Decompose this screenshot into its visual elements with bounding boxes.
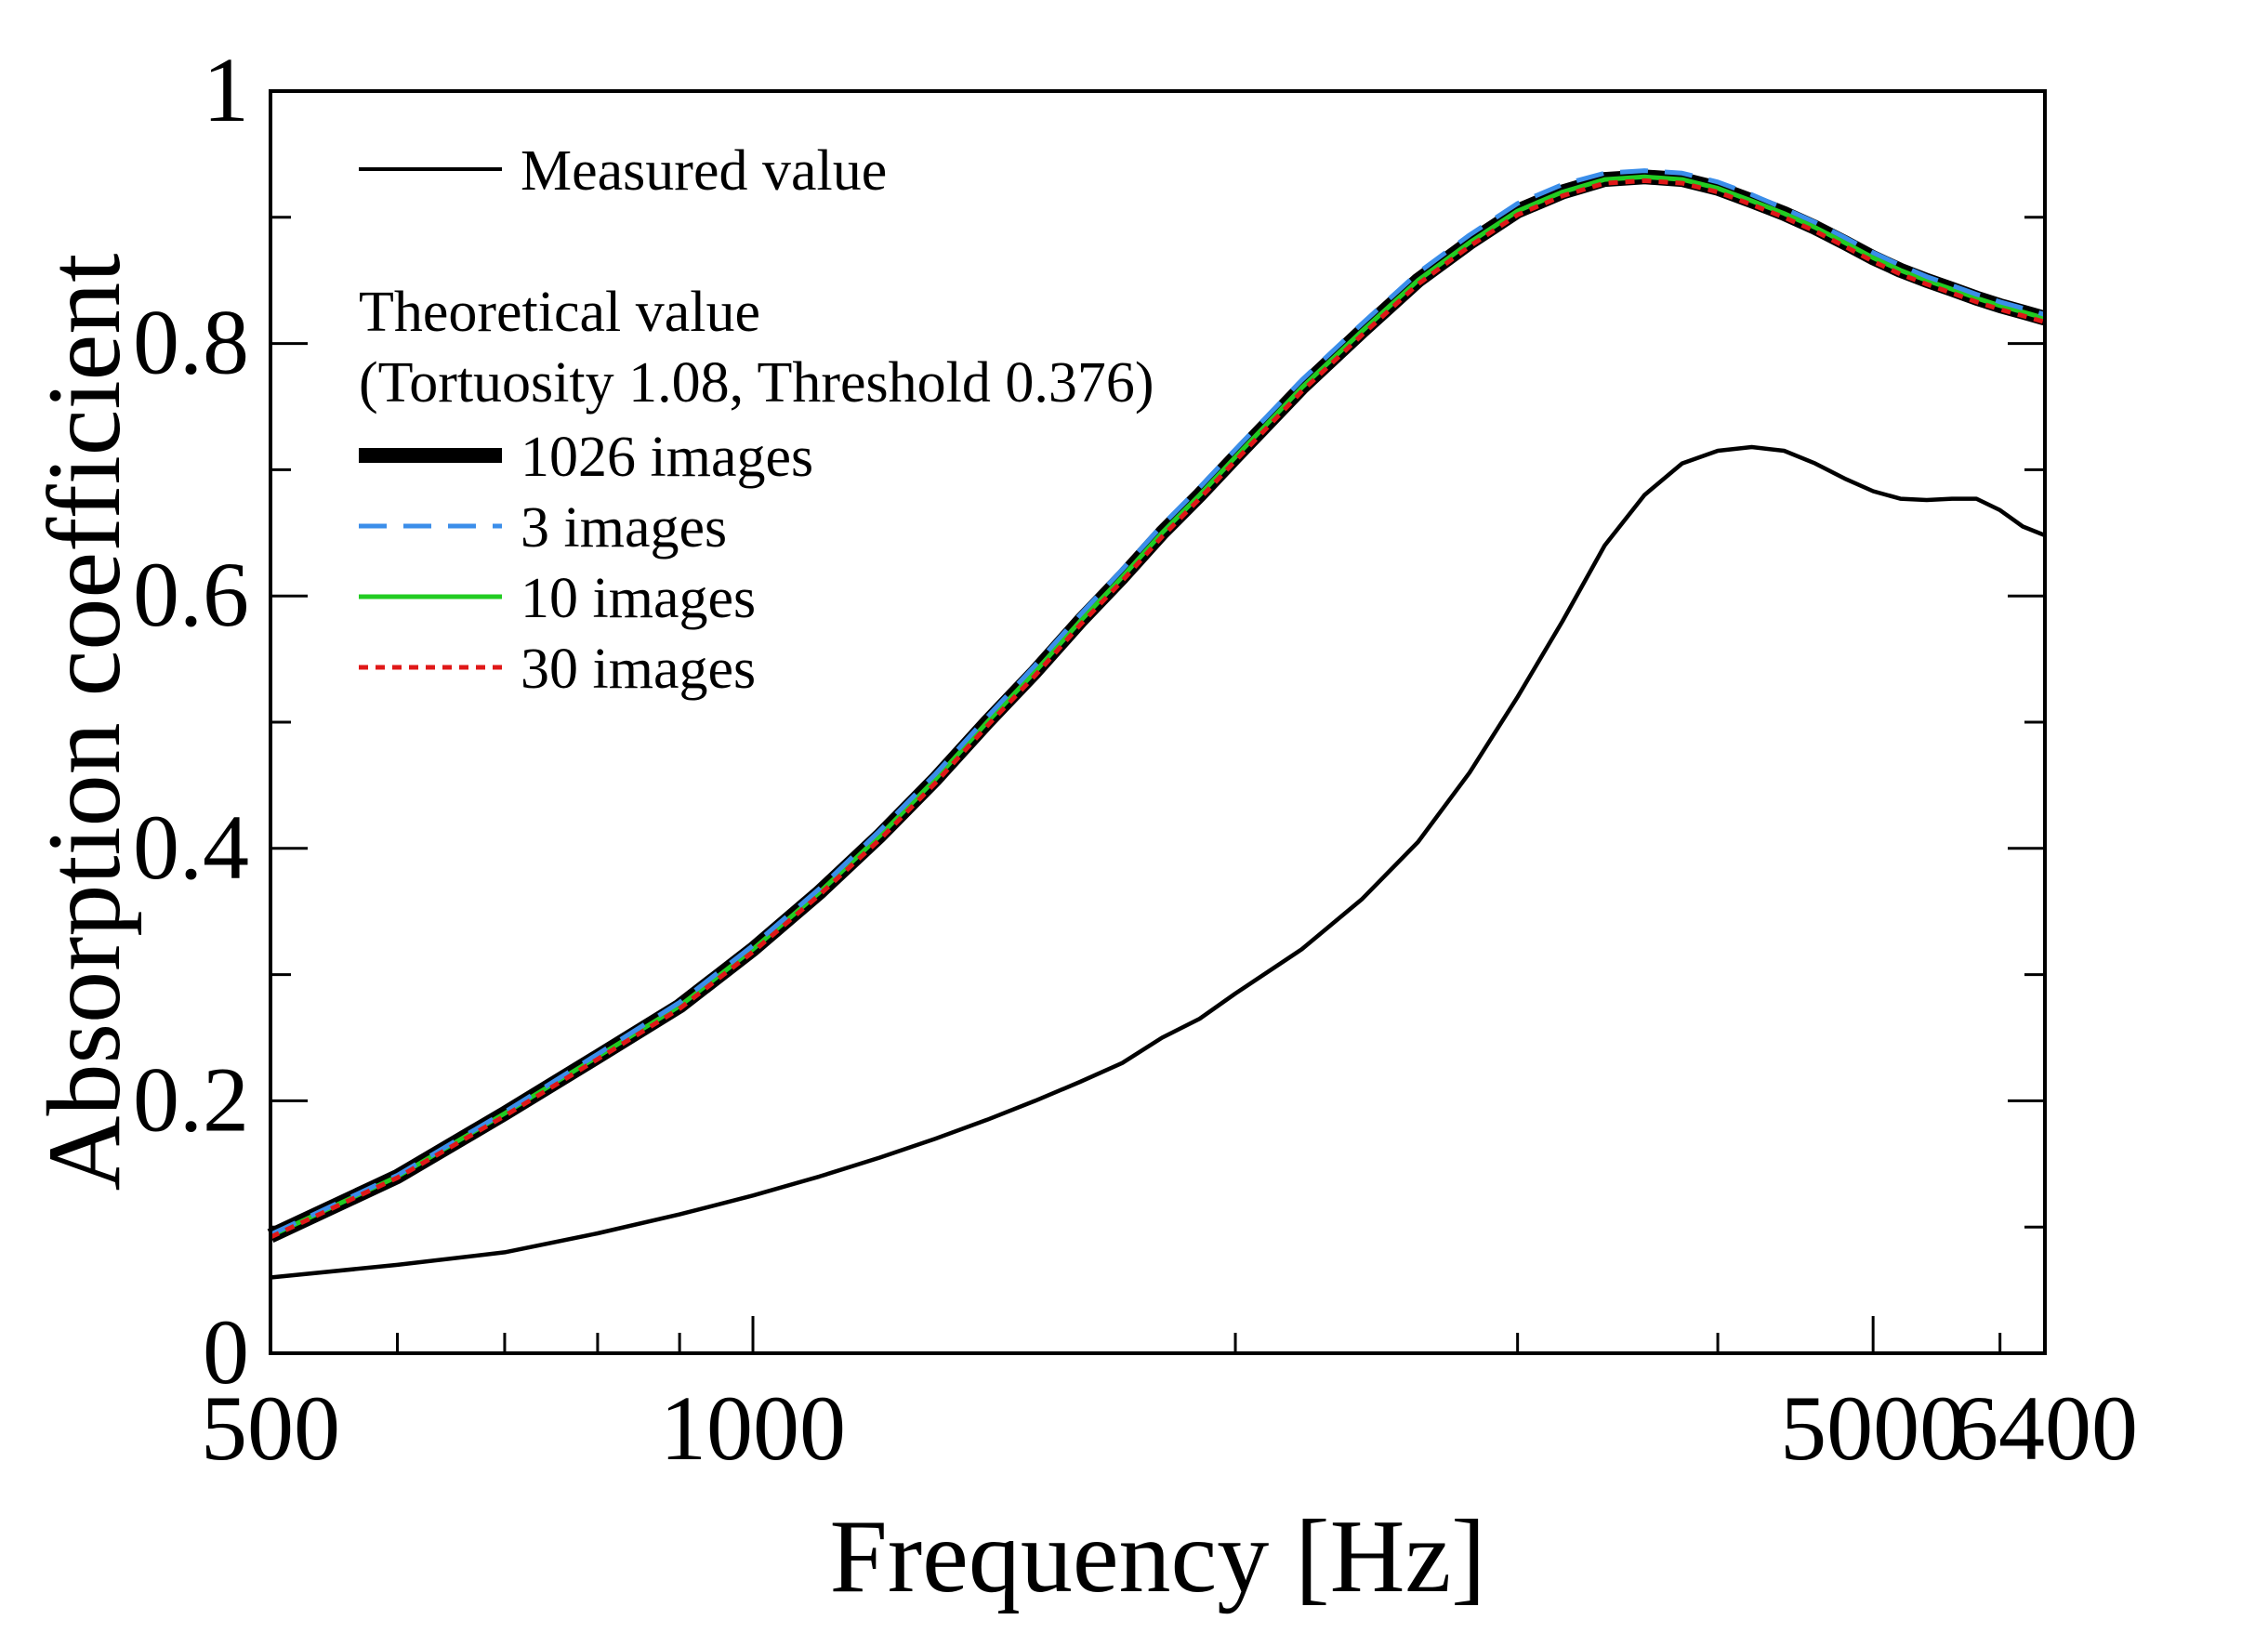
legend-series: 1026 images 3 images 10 images 30 images: [359, 426, 813, 701]
y-tick-label: 0: [203, 1300, 249, 1403]
x-tick-label: 1000: [660, 1376, 846, 1480]
legend-label-1026-images: 1026 images: [521, 426, 813, 489]
series-line-3-images: [269, 168, 2046, 1237]
series-line-10-images: [269, 174, 2046, 1238]
x-tick-label: 6400: [1952, 1376, 2138, 1480]
series-line-measured-value: [270, 444, 2046, 1280]
y-tick-label: 0.6: [133, 543, 249, 646]
legend-theory-heading: Theoretical value: [359, 281, 760, 344]
x-axis-title: Frequency [Hz]: [830, 1499, 1486, 1614]
plot-frame: [269, 89, 2047, 1355]
legend-label-30-images: 30 images: [521, 638, 756, 701]
y-tick-label: 0.4: [133, 796, 249, 899]
legend: Measured value Theoretical value (Tortuo…: [359, 139, 1154, 701]
y-tick-label: 1: [203, 38, 249, 141]
legend-label-3-images: 3 images: [521, 496, 727, 560]
y-tick-label: 0.8: [133, 291, 249, 394]
y-axis-title: Absorption coefficient: [27, 254, 142, 1192]
x-tick-label: 500: [201, 1376, 340, 1480]
x-tick-label: 5000: [1780, 1376, 1966, 1480]
legend-theory-params: (Tortuosity 1.08, Threshold 0.376): [359, 351, 1154, 415]
y-tick-label: 0.2: [133, 1047, 249, 1151]
legend-label-measured: Measured value: [521, 139, 887, 203]
series-layer: [267, 168, 2048, 1280]
series-line-30-images: [269, 178, 2046, 1240]
legend-label-10-images: 10 images: [521, 567, 756, 630]
